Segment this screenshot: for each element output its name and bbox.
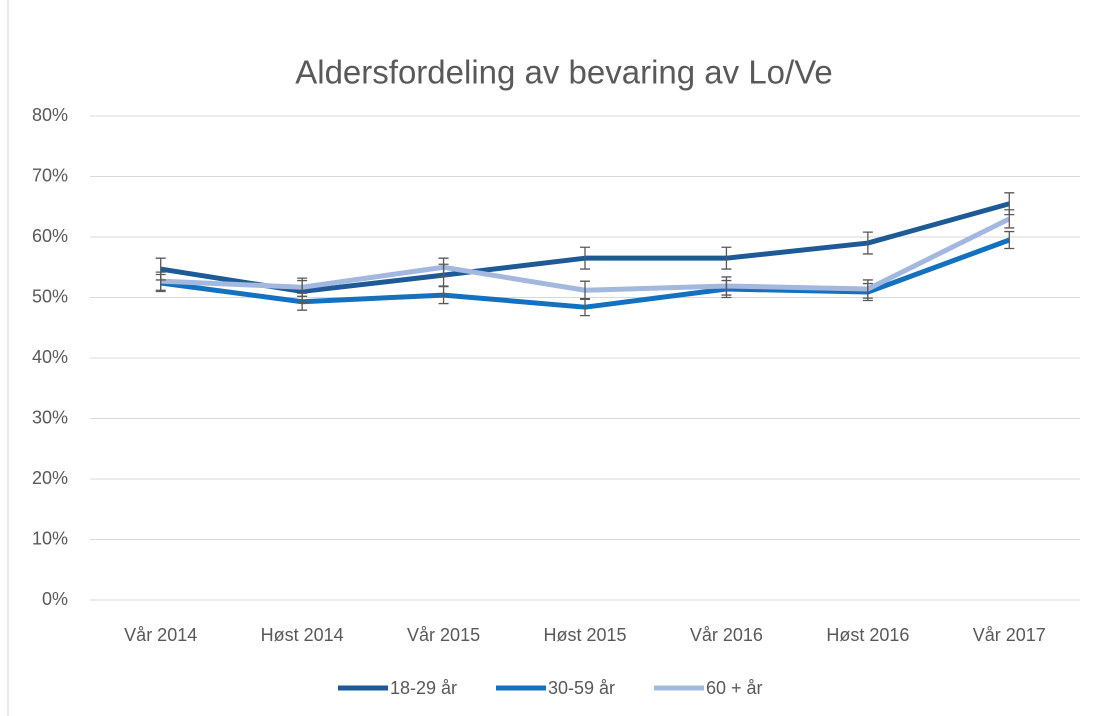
- y-tick-label: 80%: [32, 105, 68, 125]
- legend-label: 18-29 år: [390, 678, 457, 698]
- y-tick-label: 50%: [32, 286, 68, 306]
- legend-label: 30-59 år: [548, 678, 615, 698]
- error-bar: [580, 280, 590, 300]
- error-bar: [721, 276, 732, 296]
- y-tick-label: 10%: [32, 528, 68, 548]
- error-bar: [155, 271, 166, 291]
- y-tick-label: 70%: [32, 165, 68, 185]
- y-tick-label: 0%: [42, 589, 68, 609]
- x-tick-label: Høst 2014: [261, 625, 344, 645]
- error-bar: [862, 279, 873, 299]
- y-tick-label: 60%: [32, 226, 68, 246]
- x-tick-label: Vår 2016: [690, 625, 763, 645]
- error-bar: [438, 257, 449, 277]
- error-bar: [721, 246, 732, 270]
- error-bar: [438, 285, 449, 305]
- x-tick-label: Høst 2016: [826, 625, 909, 645]
- y-tick-label: 40%: [32, 347, 68, 367]
- error-bar: [862, 231, 873, 255]
- x-tick-label: Vår 2015: [407, 625, 480, 645]
- error-bar: [1004, 230, 1015, 250]
- x-tick-label: Vår 2014: [124, 625, 197, 645]
- x-tick-label: Vår 2017: [973, 625, 1046, 645]
- error-bar: [297, 277, 308, 297]
- y-tick-label: 20%: [32, 468, 68, 488]
- y-tick-label: 30%: [32, 407, 68, 427]
- chart-title: Aldersfordeling av bevaring av Lo/Ve: [295, 54, 833, 91]
- legend-label: 60 + år: [706, 678, 763, 698]
- error-bar: [1004, 209, 1015, 229]
- error-bar: [580, 246, 590, 270]
- x-tick-label: Høst 2015: [543, 625, 626, 645]
